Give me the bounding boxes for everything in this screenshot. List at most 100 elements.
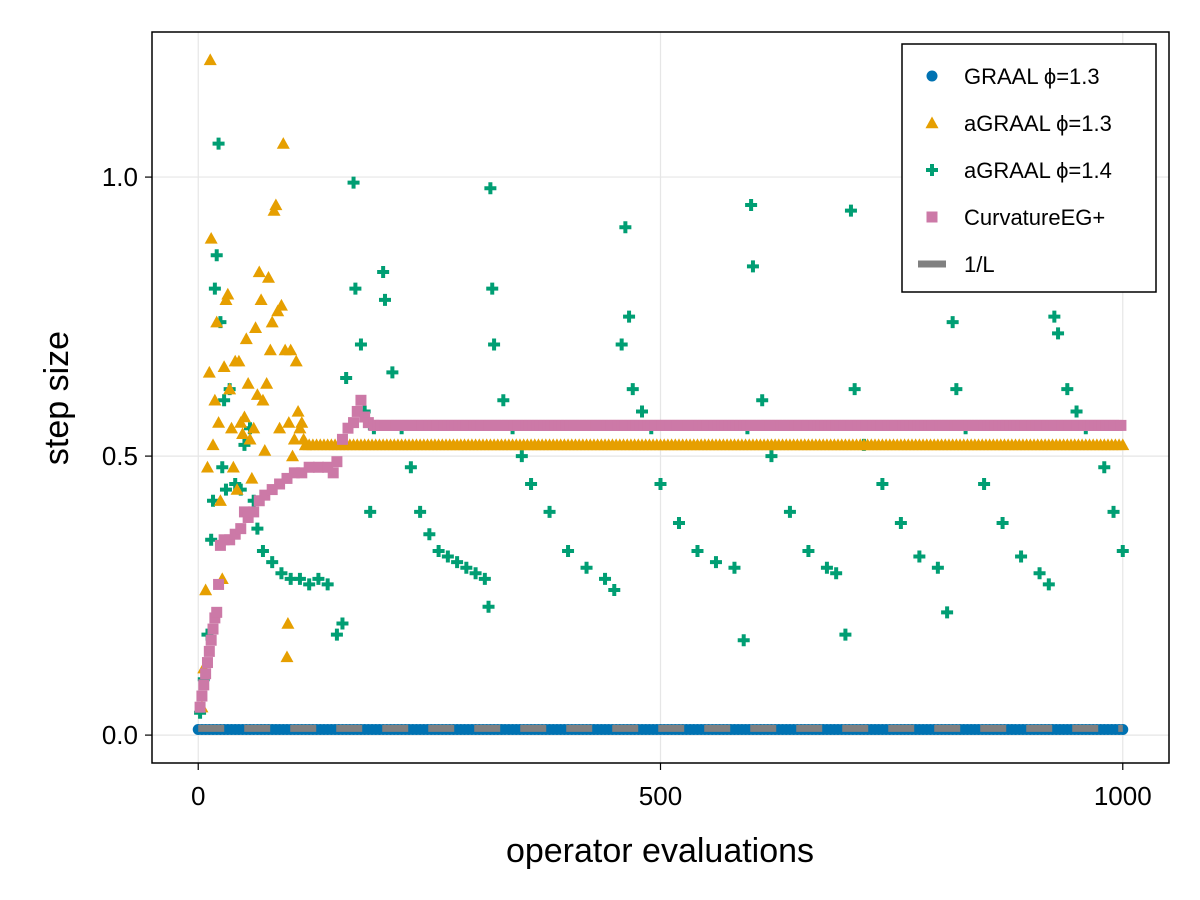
data-point (256, 393, 270, 406)
y-tick-label: 0.0 (102, 720, 138, 750)
data-point (236, 427, 250, 439)
data-point (1098, 461, 1111, 474)
legend-label: GRAAL ϕ=1.3 (964, 64, 1100, 89)
data-point (242, 511, 254, 523)
legend-swatch (926, 164, 938, 176)
data-point (1033, 567, 1046, 580)
data-point (894, 517, 907, 530)
data-point (349, 282, 362, 295)
data-point (636, 405, 649, 418)
y-axis-title: step size (38, 331, 76, 465)
data-point (258, 444, 272, 456)
data-point (219, 483, 232, 496)
data-point (204, 231, 218, 244)
data-point (312, 572, 325, 585)
data-point (274, 298, 288, 311)
data-point (946, 316, 959, 329)
data-point (223, 382, 237, 395)
data-point (295, 416, 309, 428)
data-point (232, 354, 246, 367)
data-series (192, 53, 1130, 736)
data-point (336, 433, 348, 445)
data-point (291, 404, 305, 417)
data-point (626, 383, 639, 396)
data-point (230, 483, 244, 495)
data-point (211, 606, 223, 618)
axis-ticks: 0 500 1000 0.0 0.5 1.0 (102, 162, 1152, 811)
data-point (322, 461, 334, 473)
legend-swatch (926, 211, 938, 223)
data-point (623, 310, 636, 323)
data-point (203, 645, 215, 657)
data-point (497, 394, 510, 407)
data-point (247, 421, 261, 434)
legend-swatch (926, 70, 938, 82)
data-point (327, 467, 339, 479)
data-point (198, 679, 210, 691)
data-point (249, 321, 263, 333)
data-point (208, 393, 222, 406)
y-tick-label: 1.0 (102, 162, 138, 192)
data-point (608, 584, 621, 597)
data-point (1042, 578, 1055, 591)
legend: GRAAL ϕ=1.3 aGRAAL ϕ=1.3 aGRAAL ϕ=1.4 Curva… (901, 43, 1157, 293)
data-point (266, 484, 278, 496)
data-point (194, 701, 206, 713)
data-point (488, 338, 501, 351)
y-tick-label: 0.5 (102, 441, 138, 471)
data-point (451, 556, 464, 569)
data-point (214, 539, 226, 551)
data-point (312, 461, 324, 473)
data-point (303, 461, 315, 473)
data-point (274, 478, 286, 490)
data-point (765, 450, 778, 463)
data-point (288, 467, 300, 479)
data-point (245, 471, 259, 484)
data-point (913, 550, 926, 563)
data-point (213, 494, 227, 506)
data-point (783, 505, 796, 518)
data-point (239, 332, 253, 345)
data-point (248, 506, 260, 518)
data-point (1015, 550, 1028, 563)
data-point (691, 544, 704, 557)
data-point (839, 628, 852, 641)
data-point (1070, 405, 1083, 418)
data-point (229, 528, 241, 540)
data-point (205, 533, 218, 546)
data-point (672, 517, 685, 530)
data-point (287, 432, 301, 445)
data-point (331, 456, 343, 468)
data-point (260, 377, 274, 389)
data-point (950, 383, 963, 396)
data-point (486, 282, 499, 295)
data-point (303, 578, 316, 591)
data-point (265, 315, 279, 328)
data-point (756, 394, 769, 407)
x-tick-label: 500 (639, 781, 682, 811)
data-point (276, 137, 290, 149)
data-point (414, 505, 427, 518)
data-point (351, 405, 363, 417)
data-point (269, 198, 283, 211)
data-point (212, 416, 226, 428)
data-point (196, 690, 208, 702)
data-point (221, 287, 235, 300)
data-point (441, 550, 454, 563)
data-point (212, 137, 225, 150)
data-point (241, 377, 255, 389)
data-point (238, 506, 250, 518)
data-point (286, 449, 300, 462)
data-point (876, 477, 889, 490)
data-point (543, 505, 556, 518)
data-point (1061, 383, 1074, 396)
data-point (226, 460, 240, 473)
data-point (802, 544, 815, 557)
data-point (848, 383, 861, 396)
data-point (355, 394, 367, 406)
data-point (200, 460, 214, 473)
data-point (746, 260, 759, 273)
data-point (354, 338, 367, 351)
data-point (261, 271, 275, 283)
